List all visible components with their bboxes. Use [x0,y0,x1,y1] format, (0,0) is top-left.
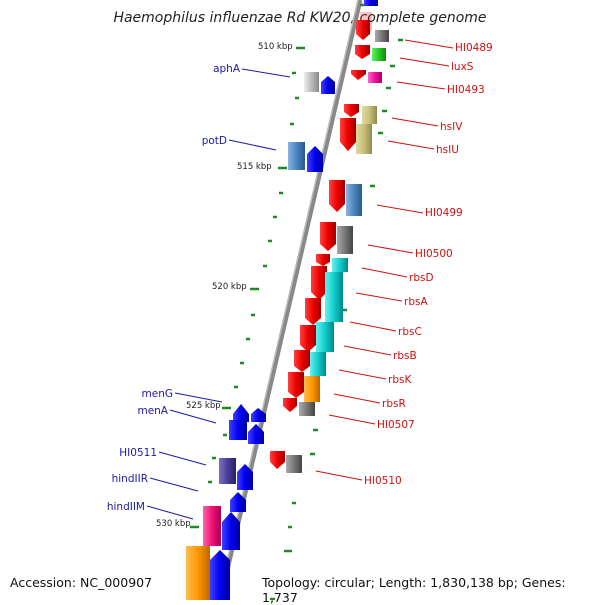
gene-label-hi0489[interactable]: HI0489 [455,42,493,54]
gene-hi0507-cog[interactable] [299,402,315,416]
left-leader-lines [146,68,291,520]
gene-label-hi0500[interactable]: HI0500 [415,248,453,260]
gene-label-hi0511[interactable]: HI0511 [119,447,157,459]
gene-rbsa-cog[interactable] [325,272,343,322]
gene-label-meng[interactable]: menG [142,388,173,400]
scale-label-510: 510 kbp [258,42,293,52]
gene-luxs-cog[interactable] [372,48,386,61]
gene-bottom-cog[interactable] [186,546,210,600]
gene-hi0499-reverse[interactable] [329,180,345,212]
gene-hi0493-cog[interactable] [368,72,382,83]
gene-apha-forward[interactable] [321,76,335,94]
gene-hsiv-reverse-b[interactable] [340,118,356,151]
gene-hsiv-reverse-a[interactable] [344,104,359,117]
gene-label-rbsa[interactable]: rbsA [404,296,428,308]
gene-hi0489-cog[interactable] [375,30,389,42]
gene-hi0500-reverse[interactable] [320,222,336,251]
gene-bottom-forward[interactable] [210,550,230,600]
gene-label-hsiv[interactable]: hsIV [440,121,463,133]
gene-hindiim-forward[interactable] [222,512,240,550]
gene-potd-forward[interactable] [307,146,323,172]
scale-label-525: 525 kbp [186,401,221,411]
gene-label-rbsb[interactable]: rbsB [393,350,417,362]
gene-label-hsiu[interactable]: hsIU [436,144,459,156]
gene-mena-forward[interactable] [229,420,247,440]
gene-hi0500-cog[interactable] [337,226,353,254]
gene-label-mena[interactable]: menA [137,405,168,417]
gene-label-luxs[interactable]: luxS [451,61,474,73]
gene-rbsb-reverse[interactable] [300,325,316,352]
gene-hi0493-reverse[interactable] [351,70,366,80]
gene-luxs-reverse[interactable] [355,45,370,59]
gene-hindiim-cog[interactable] [203,506,221,546]
gene-rbsd-reverse[interactable] [316,254,330,266]
gene-rbsk-reverse[interactable] [294,350,310,372]
gene-potd-cog[interactable] [288,142,305,170]
gene-label-hindiir[interactable]: hindIIR [112,473,148,485]
gene-hsiv-cog[interactable] [362,106,377,124]
gene-label-hi0507[interactable]: HI0507 [377,419,415,431]
gene-label-hi0493[interactable]: HI0493 [447,84,485,96]
gene-rbsk-cog[interactable] [304,376,320,402]
gene-rbsc-reverse[interactable] [305,298,321,325]
gene-hindiir-forward[interactable] [230,492,246,512]
gene-hi0507-reverse[interactable] [283,398,297,412]
gene-hi0510-cog[interactable] [286,455,302,473]
scale-label-515: 515 kbp [237,162,272,172]
right-leader-lines [315,39,454,481]
gene-label-rbsk[interactable]: rbsK [388,374,412,386]
gene-rbsc-cog[interactable] [316,322,334,352]
gene-label-hi0499[interactable]: HI0499 [425,207,463,219]
gene-label-hindiim[interactable]: hindIIM [107,501,145,513]
gene-label-hi0510[interactable]: HI0510 [364,475,402,487]
gene-apha-cog[interactable] [304,72,319,92]
gene-hi0511-forward[interactable] [237,464,253,490]
gene-hsiu-cog[interactable] [356,124,372,154]
accession-text: Accession: NC_000907 [10,575,153,590]
gene-label-rbsc[interactable]: rbsC [398,326,422,338]
gene-mena-forward-b[interactable] [248,424,264,444]
gene-rbsa-reverse[interactable] [311,266,327,300]
gene-meng-forward[interactable] [233,404,249,422]
gene-hi0510-reverse[interactable] [270,451,285,469]
gene-rbsd-cog[interactable] [332,258,348,272]
topology-text: Topology: circular; Length: 1,830,138 bp… [262,575,566,605]
scale-label-530: 530 kbp [156,519,191,529]
gene-menor-forward[interactable] [251,408,266,422]
map-title: Haemophilus influenzae Rd KW20, complete… [113,10,487,26]
gene-label-potd[interactable]: potD [202,135,227,147]
gene-hi0511-cog[interactable] [219,458,236,484]
scale-label-520: 520 kbp [212,282,247,292]
gene-hi0489-reverse[interactable] [356,20,370,40]
gene-top-blue-arrow[interactable] [364,0,378,6]
scale-ticks [190,3,403,600]
gene-label-apha[interactable]: aphA [213,63,241,75]
gene-rbsr-reverse[interactable] [288,372,304,398]
gene-label-rbsd[interactable]: rbsD [409,272,434,284]
gene-label-rbsr[interactable]: rbsR [382,398,406,410]
gene-rbsb-cog[interactable] [310,352,326,376]
gene-hi0499-cog[interactable] [346,184,362,216]
